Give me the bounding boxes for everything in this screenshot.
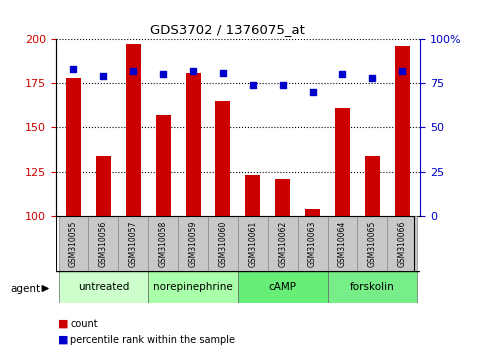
Bar bbox=[178, 216, 208, 271]
Bar bbox=[148, 216, 178, 271]
Bar bbox=[126, 44, 141, 216]
Bar bbox=[365, 156, 380, 216]
Bar bbox=[327, 216, 357, 271]
Bar bbox=[245, 175, 260, 216]
Text: percentile rank within the sample: percentile rank within the sample bbox=[70, 335, 235, 345]
Bar bbox=[185, 73, 200, 216]
Text: GSM310060: GSM310060 bbox=[218, 220, 227, 267]
Bar bbox=[357, 216, 387, 271]
Bar bbox=[88, 216, 118, 271]
Point bbox=[159, 72, 167, 77]
Bar bbox=[156, 115, 170, 216]
Bar bbox=[148, 271, 238, 303]
Bar bbox=[58, 216, 88, 271]
Bar bbox=[305, 209, 320, 216]
Text: untreated: untreated bbox=[78, 282, 129, 292]
Text: GSM310059: GSM310059 bbox=[188, 220, 198, 267]
Text: ■: ■ bbox=[58, 319, 69, 329]
Bar bbox=[66, 78, 81, 216]
Text: GSM310066: GSM310066 bbox=[398, 220, 407, 267]
Point bbox=[129, 68, 137, 74]
Point bbox=[398, 68, 406, 74]
Text: GSM310057: GSM310057 bbox=[129, 220, 138, 267]
Point bbox=[99, 73, 107, 79]
Text: GSM310062: GSM310062 bbox=[278, 220, 287, 267]
Bar bbox=[387, 216, 417, 271]
Text: count: count bbox=[70, 319, 98, 329]
Bar bbox=[395, 46, 410, 216]
Text: GSM310063: GSM310063 bbox=[308, 220, 317, 267]
Bar bbox=[96, 156, 111, 216]
Bar bbox=[215, 101, 230, 216]
Text: GDS3702 / 1376075_at: GDS3702 / 1376075_at bbox=[150, 23, 304, 36]
Text: GSM310061: GSM310061 bbox=[248, 220, 257, 267]
Point bbox=[279, 82, 286, 88]
Bar bbox=[238, 271, 327, 303]
Text: norepinephrine: norepinephrine bbox=[153, 282, 233, 292]
Point bbox=[339, 72, 346, 77]
Point bbox=[219, 70, 227, 75]
Bar bbox=[58, 271, 148, 303]
Point bbox=[309, 89, 316, 95]
Text: cAMP: cAMP bbox=[269, 282, 297, 292]
Bar bbox=[298, 216, 327, 271]
Text: agent: agent bbox=[11, 284, 41, 293]
Text: ■: ■ bbox=[58, 335, 69, 345]
Text: forskolin: forskolin bbox=[350, 282, 395, 292]
Bar bbox=[335, 108, 350, 216]
Point bbox=[70, 66, 77, 72]
Bar bbox=[118, 216, 148, 271]
Bar bbox=[275, 179, 290, 216]
Bar bbox=[208, 216, 238, 271]
Point bbox=[369, 75, 376, 81]
Text: GSM310056: GSM310056 bbox=[99, 220, 108, 267]
Text: GSM310065: GSM310065 bbox=[368, 220, 377, 267]
Point bbox=[189, 68, 197, 74]
Text: GSM310064: GSM310064 bbox=[338, 220, 347, 267]
Bar bbox=[268, 216, 298, 271]
Text: GSM310058: GSM310058 bbox=[158, 220, 168, 267]
Text: GSM310055: GSM310055 bbox=[69, 220, 78, 267]
Bar bbox=[238, 216, 268, 271]
Point bbox=[249, 82, 256, 88]
Bar bbox=[327, 271, 417, 303]
